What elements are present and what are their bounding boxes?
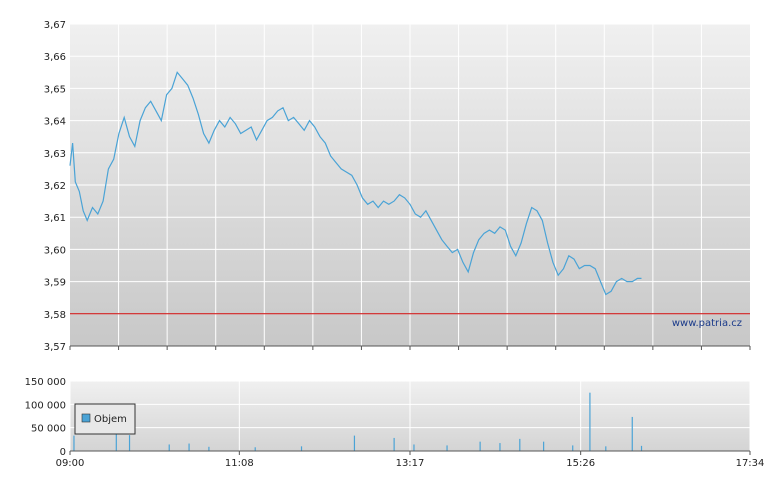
legend-label: Objem <box>94 414 127 425</box>
volume-x-tick-label: 11:08 <box>225 458 254 469</box>
volume-y-tick-label: 100 000 <box>25 400 66 411</box>
volume-x-tick-label: 15:26 <box>566 458 595 469</box>
price-y-tick-label: 3,66 <box>44 52 66 63</box>
price-y-tick-label: 3,63 <box>44 149 66 160</box>
volume-y-tick-label: 150 000 <box>25 377 66 388</box>
price-y-tick-label: 3,60 <box>44 245 66 256</box>
price-y-tick-label: 3,58 <box>44 310 66 321</box>
price-y-tick-label: 3,65 <box>44 84 66 95</box>
price-x-ticks <box>69 346 751 350</box>
price-y-tick-label: 3,64 <box>44 117 66 128</box>
volume-y-tick-label: 50 000 <box>31 424 66 435</box>
volume-x-tick-label: 09:00 <box>56 458 85 469</box>
price-y-tick-label: 3,61 <box>44 213 66 224</box>
volume-y-axis: 0 50 000 100 000 150 000 <box>25 377 66 458</box>
price-y-tick-label: 3,57 <box>44 342 66 353</box>
price-y-tick-label: 3,62 <box>44 181 66 192</box>
price-y-tick-label: 3,59 <box>44 278 66 289</box>
price-y-axis: 3,57 3,58 3,59 3,60 3,61 3,62 3,63 3,64 3,65 3,66… <box>44 20 66 353</box>
watermark: www.patria.cz <box>672 318 742 329</box>
volume-x-tick-label: 13:17 <box>396 458 425 469</box>
price-y-tick-label: 3,67 <box>44 20 66 31</box>
volume-x-tick-label: 17:34 <box>736 458 765 469</box>
price-line <box>69 71 642 296</box>
volume-x-axis: 09:00 11:08 13:17 15:26 17:34 <box>56 451 765 469</box>
volume-legend: Objem <box>74 403 136 435</box>
price-grid <box>70 23 750 347</box>
legend-swatch <box>81 413 91 423</box>
volume-bars <box>73 392 643 451</box>
volume-y-tick-label: 0 <box>60 447 66 458</box>
